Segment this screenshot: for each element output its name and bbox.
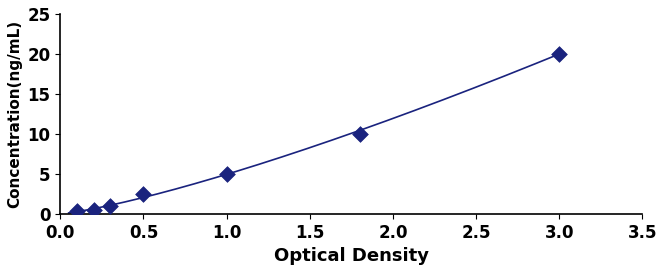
Y-axis label: Concentration(ng/mL): Concentration(ng/mL)	[7, 20, 22, 208]
Point	[105, 204, 116, 208]
Point	[88, 208, 99, 212]
Point	[221, 172, 232, 176]
Point	[554, 52, 564, 56]
Point	[138, 191, 149, 196]
Point	[355, 132, 365, 136]
X-axis label: Optical Density: Optical Density	[274, 247, 429, 265]
Point	[72, 209, 82, 214]
